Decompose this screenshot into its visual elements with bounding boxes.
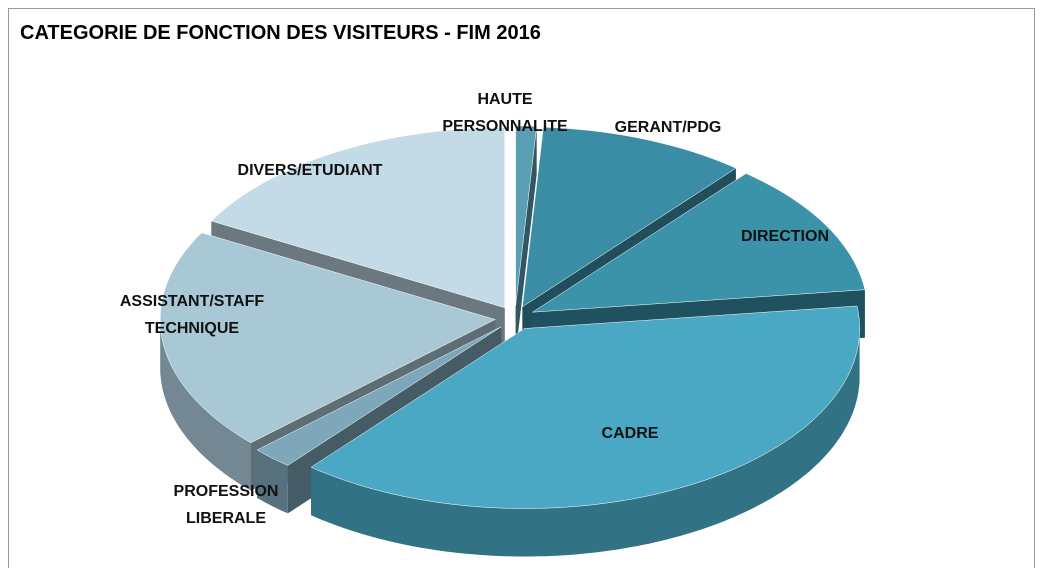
slice xyxy=(159,232,496,443)
slice-label: DIRECTION xyxy=(741,228,829,245)
slice-side xyxy=(160,319,251,491)
slice-label: ASSISTANT/STAFF TECHNIQUE xyxy=(119,293,265,337)
slice-side xyxy=(257,450,288,514)
slice-wall xyxy=(515,126,537,355)
slice-label: PROFESSION LIBERALE xyxy=(173,483,279,527)
slice xyxy=(310,305,860,509)
slice-label: CADRE xyxy=(601,425,659,442)
chart-title: CATEGORIE DE FONCTION DES VISITEURS - FI… xyxy=(20,22,541,44)
chart-frame xyxy=(8,8,1035,568)
slice xyxy=(256,326,502,466)
slice-label: HAUTE PERSONNALITE xyxy=(442,91,568,135)
slice-label: GERANT/PDG xyxy=(614,119,722,136)
slice xyxy=(515,125,537,307)
slice xyxy=(522,126,737,308)
slice-wall xyxy=(257,326,502,498)
slice xyxy=(210,127,506,309)
slice-label: DIVERS/ETUDIANT xyxy=(237,162,383,179)
slice xyxy=(531,173,866,313)
slice-side xyxy=(311,328,860,557)
